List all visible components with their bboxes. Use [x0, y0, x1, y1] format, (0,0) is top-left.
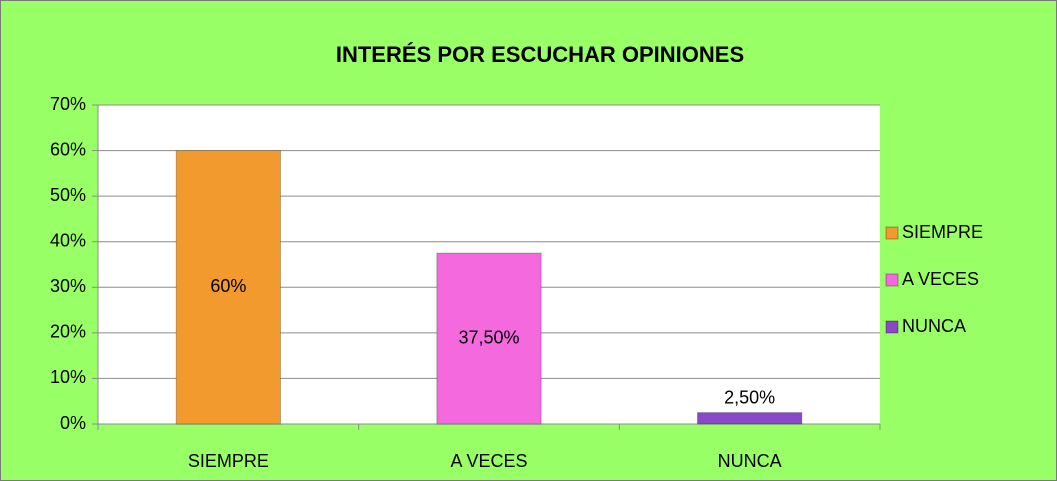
y-tick-label: 60%: [50, 139, 86, 159]
bar: [436, 252, 542, 425]
bar: [175, 150, 281, 425]
y-tick-label: 10%: [50, 367, 86, 387]
data-label: 60%: [210, 276, 246, 296]
y-tick-label: 20%: [50, 322, 86, 342]
y-tick-label: 0%: [60, 413, 86, 433]
legend-label: SIEMPRE: [902, 222, 983, 242]
x-tick-label: NUNCA: [718, 451, 782, 471]
legend-swatch: [885, 320, 899, 334]
y-tick-label: 70%: [50, 94, 86, 114]
legend-label: NUNCA: [902, 316, 966, 336]
legend-swatch: [885, 273, 899, 287]
data-label: 2,50%: [724, 387, 775, 407]
data-label: 37,50%: [458, 327, 519, 347]
legend-swatch: [885, 226, 899, 240]
x-tick-label: SIEMPRE: [188, 451, 269, 471]
x-tick-label: A VECES: [450, 451, 527, 471]
legend-label: A VECES: [902, 269, 979, 289]
bar: [697, 412, 803, 425]
y-tick-label: 40%: [50, 230, 86, 250]
chart-title: INTERÉS POR ESCUCHAR OPINIONES: [336, 42, 744, 67]
y-tick-label: 50%: [50, 185, 86, 205]
y-tick-label: 30%: [50, 276, 86, 296]
